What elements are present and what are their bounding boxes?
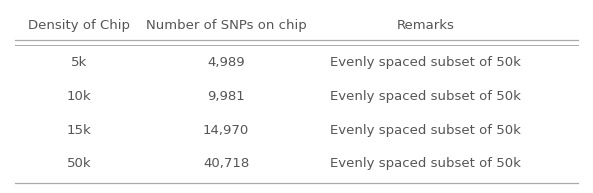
- Text: 50k: 50k: [67, 157, 91, 170]
- Text: 15k: 15k: [67, 124, 91, 137]
- Text: 4,989: 4,989: [207, 56, 245, 69]
- Text: Evenly spaced subset of 50k: Evenly spaced subset of 50k: [330, 157, 521, 170]
- Text: Density of Chip: Density of Chip: [28, 19, 130, 32]
- Text: Evenly spaced subset of 50k: Evenly spaced subset of 50k: [330, 56, 521, 69]
- Text: 40,718: 40,718: [203, 157, 249, 170]
- Text: 14,970: 14,970: [203, 124, 249, 137]
- Text: 10k: 10k: [67, 90, 91, 103]
- Text: 9,981: 9,981: [207, 90, 245, 103]
- Text: Remarks: Remarks: [397, 19, 455, 32]
- Text: Number of SNPs on chip: Number of SNPs on chip: [146, 19, 307, 32]
- Text: Evenly spaced subset of 50k: Evenly spaced subset of 50k: [330, 124, 521, 137]
- Text: 5k: 5k: [71, 56, 87, 69]
- Text: Evenly spaced subset of 50k: Evenly spaced subset of 50k: [330, 90, 521, 103]
